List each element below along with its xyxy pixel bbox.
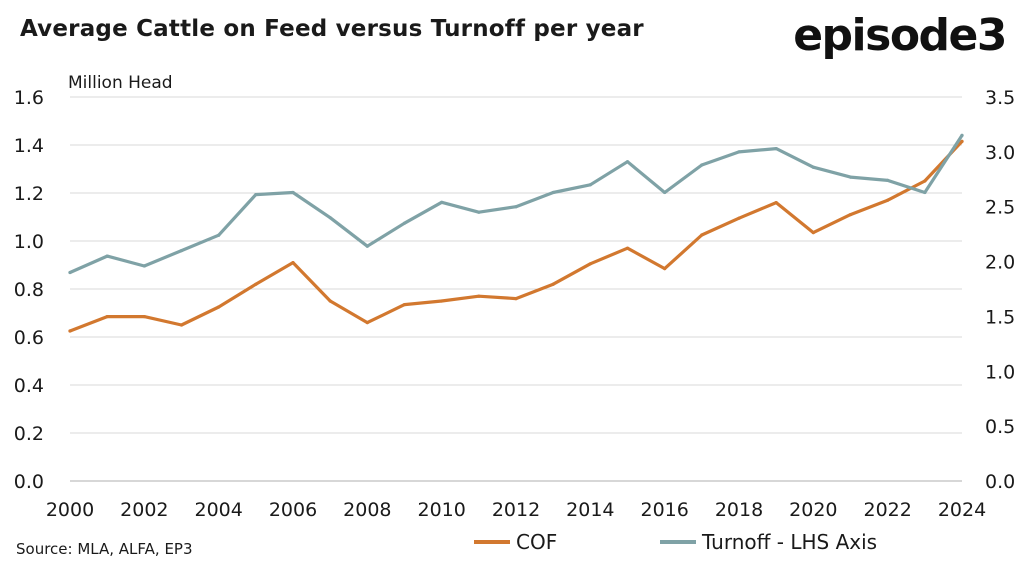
- x-tick-label: 2004: [194, 499, 242, 521]
- x-tick-label: 2002: [120, 499, 168, 521]
- data-point-cof: [848, 213, 853, 217]
- chart-title: Average Cattle on Feed versus Turnoff pe…: [20, 16, 644, 42]
- x-tick-label: 2018: [715, 499, 763, 521]
- x-tick-label: 2024: [938, 499, 986, 521]
- data-point-cof: [514, 297, 518, 301]
- data-point-turnoff: [551, 190, 555, 195]
- y-left-tick-label: 1.0: [14, 231, 44, 253]
- x-tick-label: 2014: [566, 499, 614, 521]
- data-point-turnoff: [700, 163, 704, 167]
- data-point-turnoff: [254, 193, 258, 197]
- data-point-turnoff: [625, 160, 630, 164]
- y-left-tick-label: 1.2: [14, 183, 44, 205]
- data-point-turnoff: [848, 175, 853, 179]
- data-point-cof: [291, 261, 295, 265]
- data-point-turnoff: [217, 233, 221, 237]
- data-point-cof: [588, 262, 592, 266]
- data-point-turnoff: [774, 146, 778, 151]
- data-point-turnoff: [328, 216, 332, 220]
- data-point-cof: [625, 246, 630, 250]
- data-point-cof: [774, 201, 778, 205]
- data-point-cof: [179, 323, 184, 327]
- data-point-cof: [440, 299, 444, 303]
- data-point-turnoff: [291, 190, 295, 195]
- data-point-turnoff: [179, 249, 184, 253]
- data-point-turnoff: [663, 190, 667, 195]
- data-point-turnoff: [514, 205, 518, 209]
- legend-swatch-cof: [474, 540, 510, 544]
- y-right-tick-label: 2.5: [985, 197, 1015, 219]
- data-point-turnoff: [477, 210, 481, 214]
- data-point-cof: [254, 282, 258, 286]
- data-point-turnoff: [960, 133, 964, 137]
- y-left-tick-label: 1.4: [14, 135, 44, 157]
- x-tick-label: 2012: [492, 499, 540, 521]
- data-point-turnoff: [68, 270, 72, 275]
- x-tick-label: 2006: [269, 499, 317, 521]
- data-point-cof: [402, 303, 407, 307]
- data-point-cof: [737, 216, 741, 220]
- y-right-tick-label: 0.5: [985, 416, 1015, 438]
- data-point-turnoff: [886, 178, 890, 182]
- x-tick-label: 2020: [789, 499, 837, 521]
- y-axis-unit-label: Million Head: [68, 73, 173, 93]
- data-point-turnoff: [402, 221, 407, 225]
- data-point-cof: [886, 198, 890, 202]
- data-point-cof: [142, 315, 146, 319]
- x-tick-label: 2000: [46, 499, 94, 521]
- data-point-turnoff: [923, 190, 927, 195]
- data-point-cof: [365, 321, 369, 325]
- legend-swatch-turnoff: [660, 540, 696, 544]
- data-point-turnoff: [142, 264, 146, 268]
- data-point-turnoff: [811, 165, 815, 169]
- legend-label-turnoff: Turnoff - LHS Axis: [702, 530, 878, 554]
- x-tick-label: 2008: [343, 499, 391, 521]
- y-left-tick-label: 1.6: [14, 87, 44, 109]
- data-point-cof: [663, 267, 667, 271]
- x-tick-label: 2022: [863, 499, 911, 521]
- series-line-turnoff: [68, 133, 964, 275]
- data-point-turnoff: [105, 254, 109, 258]
- data-point-cof: [960, 139, 964, 143]
- y-right-tick-label: 0.0: [985, 471, 1015, 493]
- y-left-tick-label: 0.2: [14, 423, 44, 445]
- data-point-cof: [328, 299, 332, 303]
- y-left-tick-label: 0.8: [14, 279, 44, 301]
- y-left-tick-label: 0.6: [14, 327, 44, 349]
- data-point-cof: [68, 329, 72, 333]
- y-right-tick-label: 3.5: [985, 87, 1015, 109]
- data-point-cof: [811, 231, 815, 235]
- x-tick-label: 2010: [417, 499, 465, 521]
- data-point-turnoff: [440, 200, 444, 204]
- y-right-tick-label: 3.0: [985, 142, 1015, 164]
- data-point-cof: [923, 179, 927, 183]
- data-point-cof: [105, 315, 109, 319]
- y-left-tick-label: 0.4: [14, 375, 44, 397]
- y-right-tick-label: 2.0: [985, 252, 1015, 274]
- x-tick-label: 2016: [640, 499, 688, 521]
- data-point-cof: [700, 233, 704, 237]
- y-right-tick-label: 1.5: [985, 306, 1015, 328]
- data-point-cof: [551, 282, 555, 286]
- data-point-turnoff: [737, 150, 741, 154]
- legend-item-turnoff: Turnoff - LHS Axis: [660, 530, 877, 554]
- data-point-turnoff: [365, 244, 369, 248]
- y-right-tick-label: 1.0: [985, 361, 1015, 383]
- data-point-turnoff: [588, 183, 592, 187]
- legend-label-cof: COF: [516, 530, 558, 554]
- data-point-cof: [217, 305, 221, 309]
- episode3-logo: episode3: [793, 10, 1007, 61]
- source-note: Source: MLA, ALFA, EP3: [16, 540, 193, 558]
- legend-item-cof: COF: [474, 530, 557, 554]
- y-left-tick-label: 0.0: [14, 471, 44, 493]
- data-point-cof: [477, 294, 481, 298]
